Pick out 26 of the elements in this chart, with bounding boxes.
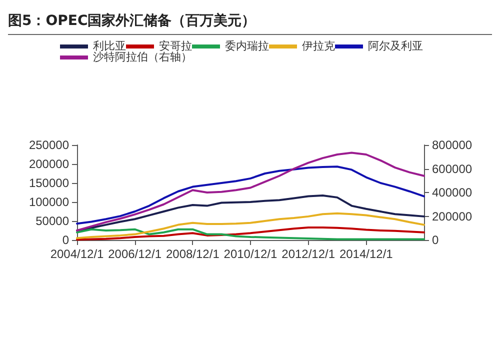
y-tick-label: 0	[62, 233, 70, 247]
legend-label: 沙特阿拉伯（右轴）	[93, 50, 192, 64]
y-tick-label: 200000	[28, 157, 70, 171]
legend-label: 委内瑞拉	[225, 40, 269, 52]
x-tick-label: 2010/12/1	[224, 247, 278, 261]
chart-title: 图5：OPEC国家外汇储备（百万美元）	[8, 12, 492, 35]
line-series	[76, 152, 425, 232]
y2-tick-label: 400000	[432, 186, 472, 200]
x-tick-label: 2012/12/1	[282, 247, 336, 261]
y2-tick-label: 600000	[432, 162, 472, 176]
x-tick-label: 2014/12/1	[339, 247, 394, 261]
y-tick-label: 100000	[28, 195, 70, 209]
y2-tick-label: 200000	[432, 209, 472, 224]
legend-label: 利比亚	[93, 40, 126, 52]
y-tick-label: 250000	[28, 138, 70, 152]
y-tick-label: 150000	[28, 176, 70, 190]
legend-label: 安哥拉	[159, 40, 192, 52]
y2-tick-label: 800000	[432, 138, 472, 152]
x-tick-label: 2004/12/1	[50, 247, 104, 261]
y2-tick-label: 0	[432, 233, 439, 247]
line-series	[76, 166, 425, 225]
legend-label: 伊拉克	[302, 40, 335, 52]
y-tick-label: 50000	[36, 214, 70, 228]
x-tick-label: 2006/12/1	[108, 247, 162, 261]
legend-label: 阿尔及利亚	[368, 40, 423, 52]
x-tick-label: 2008/12/1	[166, 247, 220, 261]
